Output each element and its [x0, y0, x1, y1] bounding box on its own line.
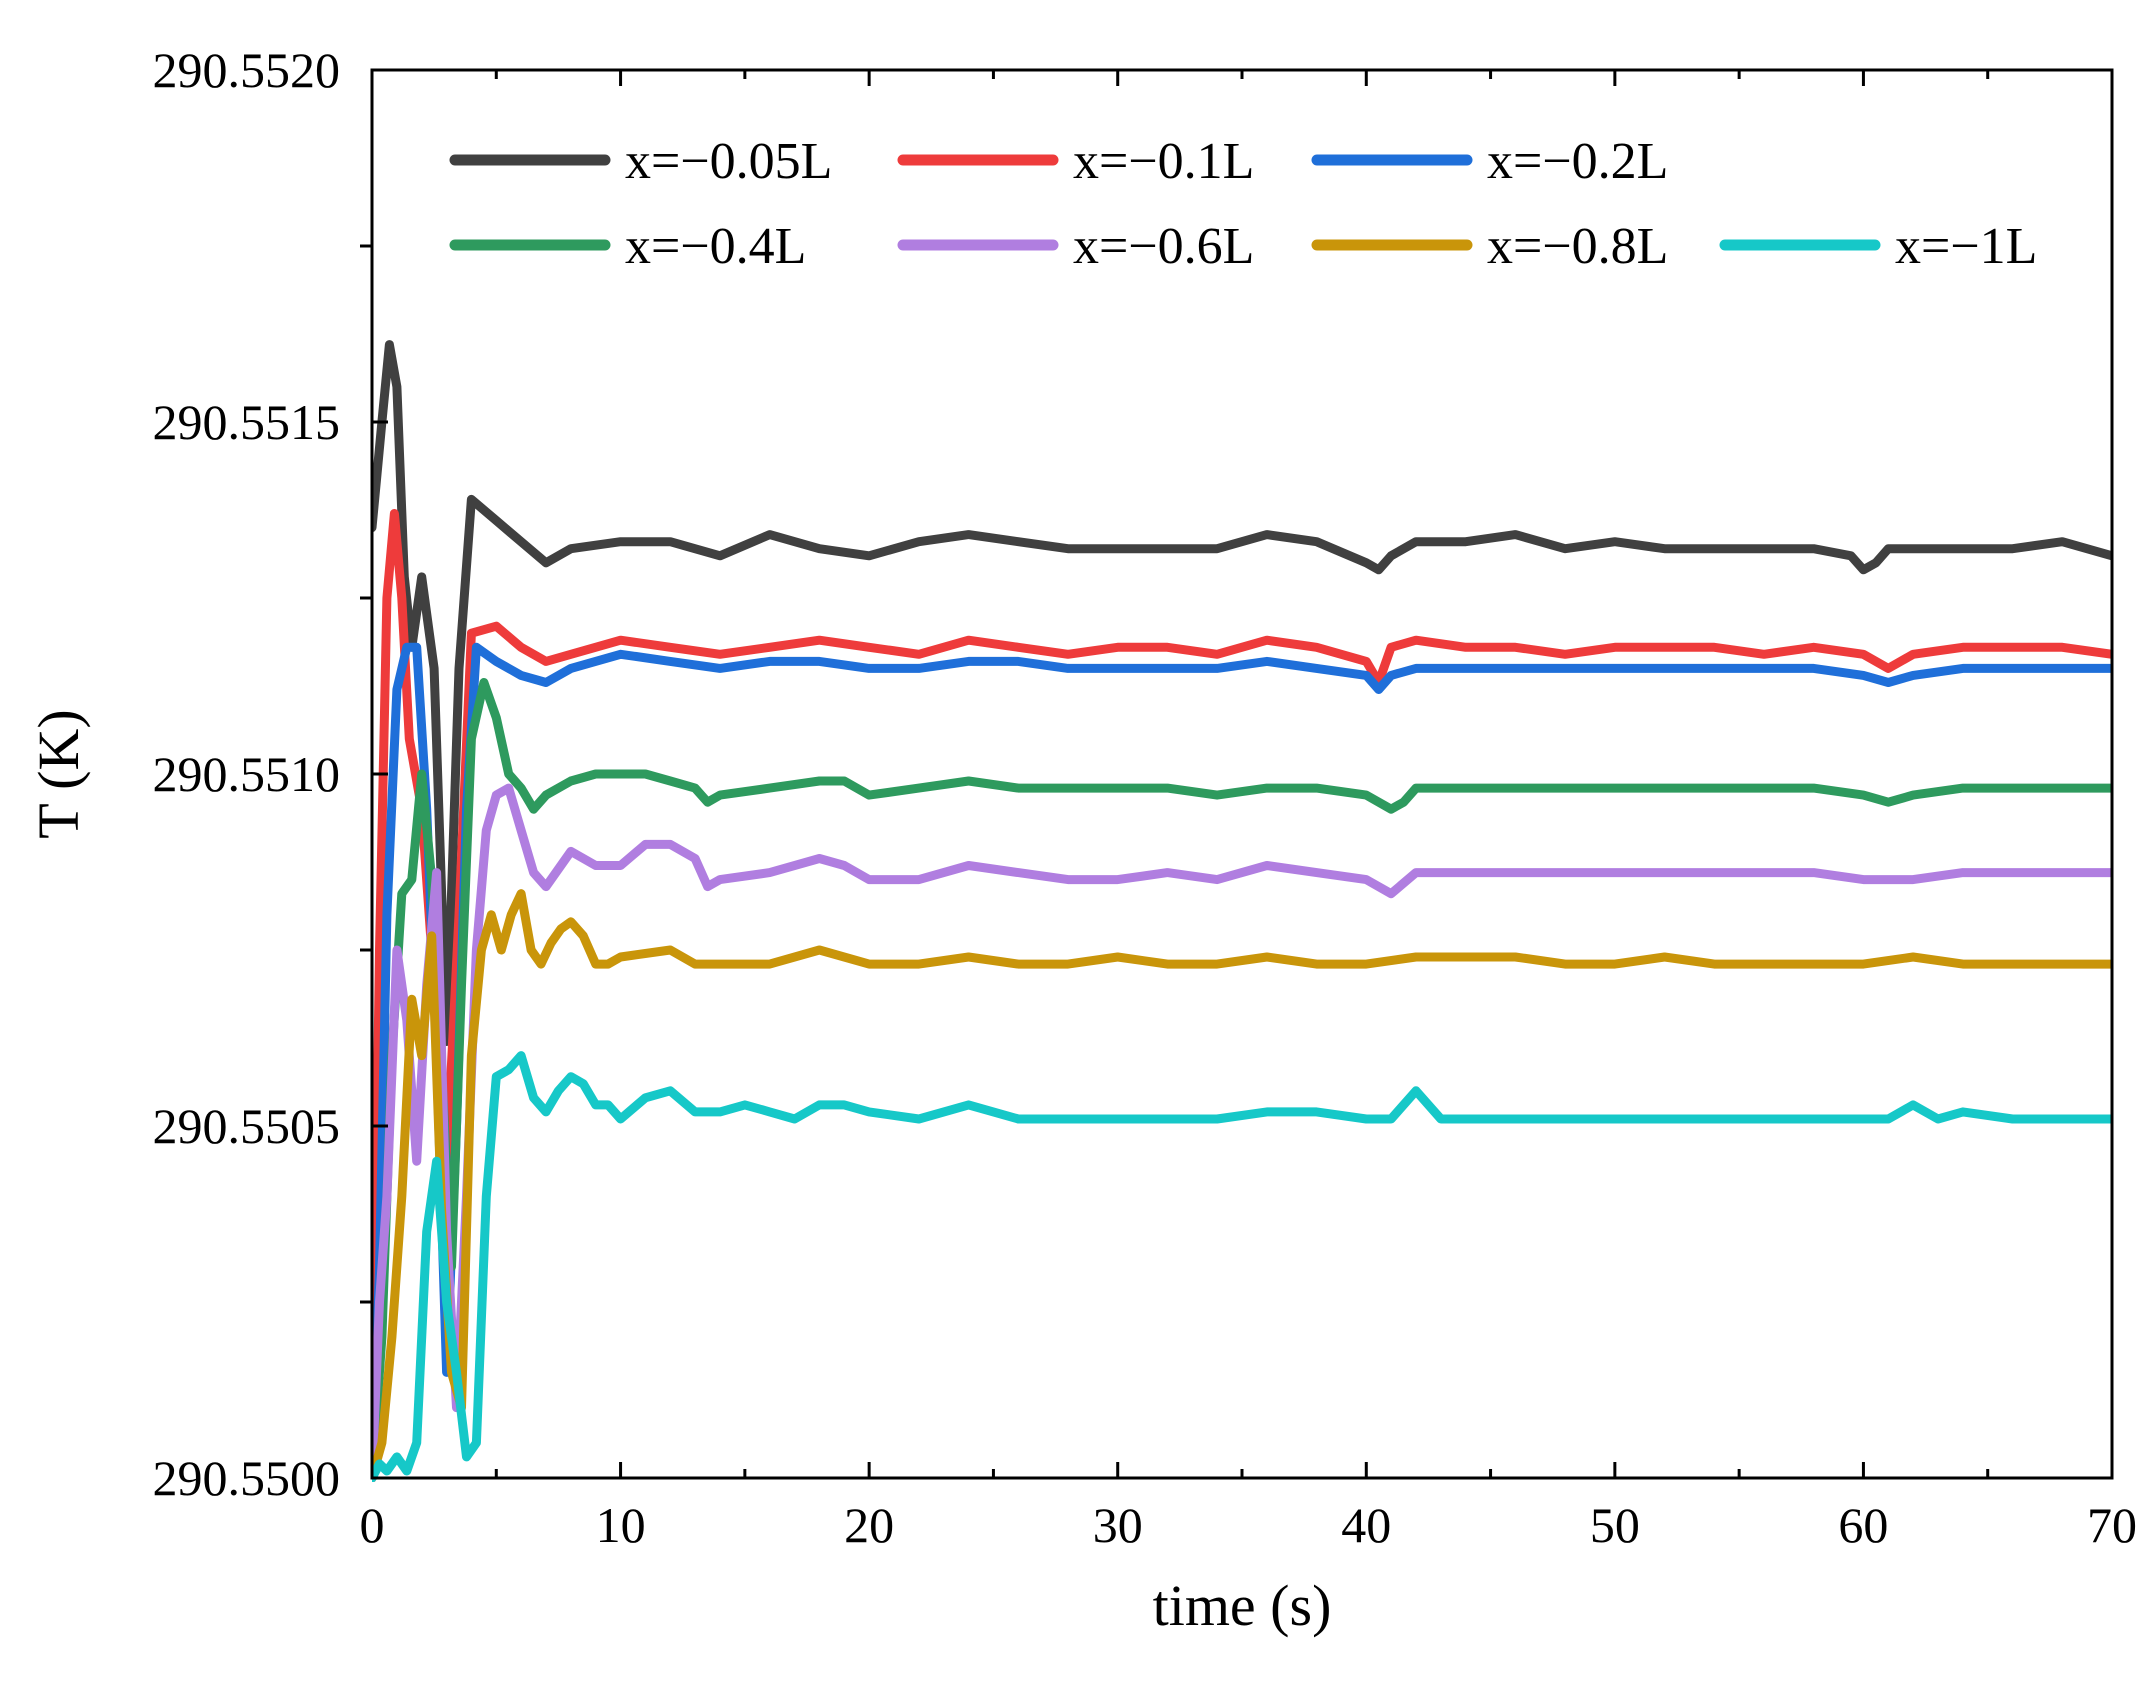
legend-item-6: x=−0.8L: [1311, 218, 1668, 275]
y-tick-label: 290.5515: [153, 394, 341, 450]
y-tick-label: 290.5510: [153, 746, 341, 802]
y-tick-label: 290.5500: [153, 1450, 341, 1506]
legend: x=−0.05L x=−0.1L x=−0.2L x=−0.4L x=−0.6L x=−0…: [449, 133, 2037, 275]
x-tick-label: 70: [2087, 1497, 2137, 1553]
legend-label: x=−0.8L: [1487, 218, 1668, 275]
legend-label: x=−0.4L: [625, 218, 806, 275]
series-line-4: [372, 678, 2112, 1482]
y-tick-label: 290.5505: [153, 1098, 341, 1154]
legend-item-7: x=−1L: [1719, 218, 2037, 275]
legend-item-4: x=−0.4L: [449, 218, 806, 275]
legend-label: x=−1L: [1895, 218, 2037, 275]
y-axis-title: T (K): [26, 709, 91, 838]
x-tick-label: 60: [1838, 1497, 1888, 1553]
legend-label: x=−0.05L: [625, 133, 832, 190]
legend-label: x=−0.1L: [1073, 133, 1254, 190]
legend-label: x=−0.6L: [1073, 218, 1254, 275]
legend-label: x=−0.2L: [1487, 133, 1668, 190]
x-axis-title: time (s): [1153, 1573, 1332, 1638]
series-line-6: [372, 889, 2112, 1482]
series-layer: [372, 340, 2112, 1482]
series-line-1: [372, 340, 2112, 1046]
x-tick-label: 0: [360, 1497, 385, 1553]
x-tick-label: 30: [1093, 1497, 1143, 1553]
axes-layer: 0 10 20 30 40 50 60 70 290.5500 290.5505 290.5510 2…: [153, 42, 2138, 1553]
x-tick-label: 10: [596, 1497, 646, 1553]
x-tick-label: 40: [1341, 1497, 1391, 1553]
legend-item-3: x=−0.2L: [1311, 133, 1668, 190]
series-line-7: [372, 1051, 2112, 1482]
x-tick-label: 20: [844, 1497, 894, 1553]
x-tick-label: 50: [1590, 1497, 1640, 1553]
legend-item-2: x=−0.1L: [897, 133, 1254, 190]
y-tick-label: 290.5520: [153, 42, 341, 98]
legend-item-1: x=−0.05L: [449, 133, 832, 190]
legend-item-5: x=−0.6L: [897, 218, 1254, 275]
